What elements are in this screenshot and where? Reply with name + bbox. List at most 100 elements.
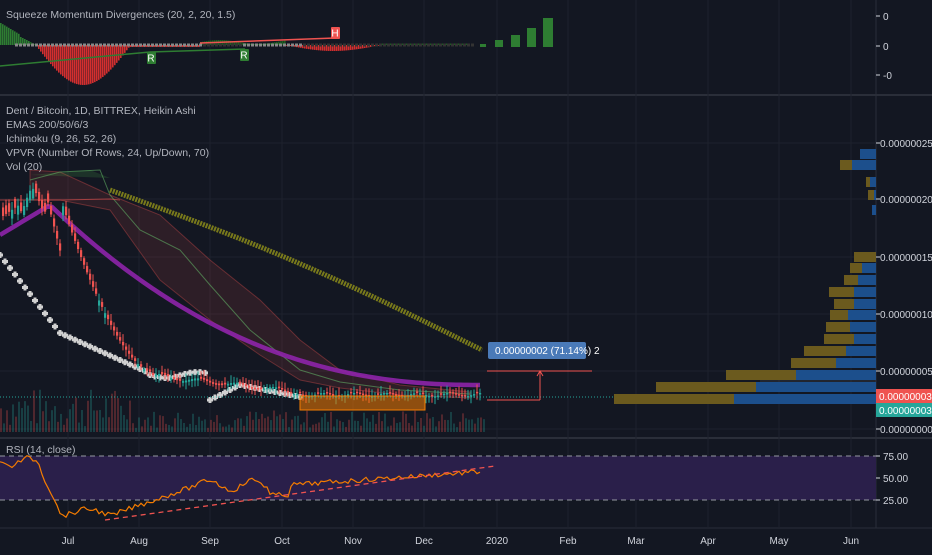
squeeze-dot	[19, 43, 22, 47]
volume-bar	[39, 389, 41, 432]
ema-marker	[107, 352, 113, 359]
squeeze-dot	[259, 43, 262, 47]
vpvr-bar-up	[796, 370, 876, 380]
momentum-bar	[276, 41, 278, 45]
squeeze-dot	[323, 43, 326, 47]
rsi-legend[interactable]: RSI (14, close)	[6, 443, 75, 457]
time-axis-label: Aug	[130, 536, 148, 547]
price-panel[interactable]: 0.00000002 (71.14%) 2	[0, 149, 876, 432]
volume-bar	[93, 410, 95, 432]
price-legend[interactable]: Dent / Bitcoin, 1D, BITTREX, Heikin Ashi…	[6, 104, 209, 174]
squeeze-dot	[447, 43, 450, 47]
squeeze-dot	[103, 43, 106, 47]
volume-bar	[219, 423, 221, 432]
squeeze-dot	[143, 43, 146, 47]
momentum-bar	[0, 23, 2, 45]
volume-bar	[126, 419, 128, 432]
ema-marker	[7, 265, 13, 271]
vpvr-bar-up	[862, 263, 876, 273]
momentum-bar	[346, 45, 348, 51]
volume-bar	[9, 424, 11, 432]
momentum-bar	[466, 43, 468, 45]
momentum-bar	[374, 45, 376, 47]
squeeze-dot	[303, 43, 306, 47]
momentum-bar	[336, 45, 338, 51]
divergence-marker-label: H	[331, 29, 338, 40]
vpvr-bar-up	[852, 160, 876, 170]
momentum-bar	[106, 45, 108, 74]
volume-bar	[477, 417, 479, 432]
vpvr-bar-down	[656, 382, 756, 392]
squeeze-dot	[67, 43, 70, 47]
squeeze-legend[interactable]: Squeeze Momentum Divergences (20, 2, 20,…	[6, 8, 235, 22]
momentum-bar	[286, 45, 288, 46]
candle-body	[236, 382, 239, 385]
volume-bar	[240, 418, 242, 432]
divergence-marker	[240, 49, 249, 61]
volume-bar	[225, 426, 227, 432]
volume-bar	[465, 418, 467, 432]
squeeze-dot	[15, 43, 18, 47]
candle-body	[125, 346, 128, 350]
squeeze-dot	[459, 43, 462, 47]
candle-body	[353, 392, 356, 395]
volume-bar	[114, 390, 116, 432]
indicator-ichimoku[interactable]: Ichimoku (9, 26, 52, 26)	[6, 133, 117, 145]
candle-body	[425, 394, 428, 397]
candle-body	[107, 314, 110, 320]
volume-bar	[189, 423, 191, 432]
volume-bar	[309, 427, 311, 432]
divergence-marker	[147, 52, 156, 64]
candle-body	[80, 250, 83, 258]
momentum-bar	[462, 43, 464, 45]
ema-marker	[22, 284, 28, 291]
ema-marker	[117, 357, 123, 363]
squeeze-dot	[187, 43, 190, 47]
volume-bar	[252, 419, 254, 432]
indicator-emas[interactable]: EMAS 200/50/6/3	[6, 119, 89, 131]
candle-body	[443, 393, 446, 396]
squeeze-dot	[75, 43, 78, 47]
volume-bar	[120, 405, 122, 432]
volume-bar	[369, 421, 371, 432]
rsi-panel[interactable]	[0, 455, 876, 521]
volume-bar	[135, 427, 137, 432]
indicator-vpvr[interactable]: VPVR (Number Of Rows, 24, Up/Down, 70)	[6, 147, 210, 159]
volume-bar	[87, 400, 89, 432]
momentum-bar	[446, 43, 448, 45]
momentum-bar	[122, 45, 124, 56]
volume-bar	[429, 418, 431, 432]
indicator-vol[interactable]: Vol (20)	[6, 161, 43, 173]
candle-body	[281, 387, 284, 390]
candle-body	[176, 378, 179, 381]
volume-bar	[159, 415, 161, 432]
price-y-tick-label: 0.00000000	[880, 425, 932, 436]
volume-bar	[300, 424, 302, 432]
squeeze-dot	[43, 43, 46, 47]
price-tag-last-label: 0.00000003	[879, 392, 932, 403]
time-axis-label: Nov	[344, 536, 362, 547]
candle-body	[158, 374, 161, 377]
candle-body	[29, 190, 32, 201]
squeeze-dot	[423, 43, 426, 47]
candle-body	[65, 206, 68, 216]
momentum-bar	[170, 45, 172, 47]
momentum-bar	[84, 45, 86, 85]
momentum-bar	[22, 38, 24, 45]
squeeze-panel[interactable]: R R H	[0, 18, 553, 85]
volume-bar	[12, 404, 14, 432]
momentum-bar	[64, 45, 66, 78]
volume-bar	[144, 419, 146, 432]
candle-body	[299, 391, 302, 394]
vpvr-bar-up	[734, 394, 876, 404]
volume-bar	[237, 418, 239, 432]
volume-bar	[417, 421, 419, 432]
volume-bar	[450, 412, 452, 432]
candle-body	[101, 302, 104, 307]
time-axis-label: May	[770, 536, 789, 547]
squeeze-dot	[211, 43, 214, 47]
volume-bar	[321, 417, 323, 432]
squeeze-dot	[91, 43, 94, 47]
